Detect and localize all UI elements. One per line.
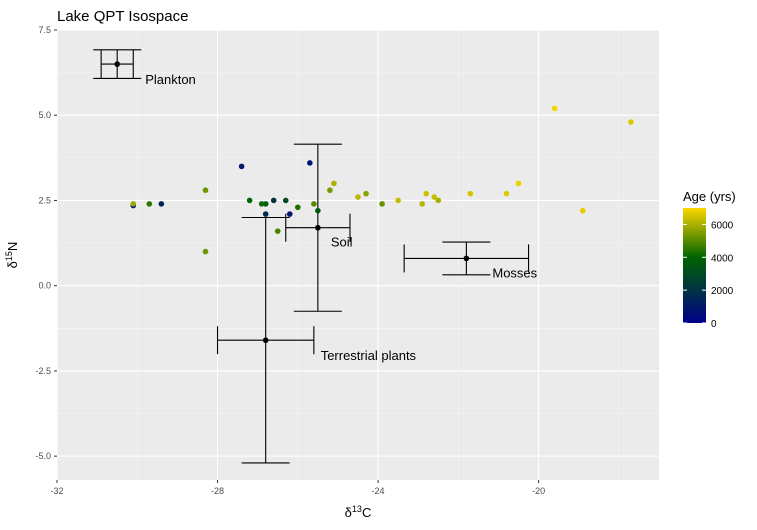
data-point (311, 201, 317, 207)
data-point (327, 187, 333, 194)
data-point (435, 197, 442, 204)
x-tick-label: -24 (372, 486, 385, 496)
data-point (363, 190, 369, 197)
data-point (379, 201, 385, 207)
source-mean-point (315, 224, 321, 231)
y-tick-label: 0.0 (38, 281, 51, 291)
x-tick-label: -32 (50, 486, 63, 496)
x-tick-label: -20 (532, 486, 545, 496)
y-tick-label: -2.5 (35, 366, 51, 376)
data-point (419, 201, 426, 207)
data-point (579, 207, 586, 214)
y-tick-label: 2.5 (38, 195, 51, 205)
y-tick-label: 5.0 (38, 110, 51, 120)
source-group: Soil (285, 143, 353, 312)
data-point (274, 228, 281, 234)
data-point (282, 197, 289, 204)
data-point (146, 201, 153, 207)
legend-title: Age (yrs) (683, 189, 736, 204)
x-axis-title: δ13C (345, 504, 372, 520)
source-label: Plankton (145, 72, 196, 87)
data-point (628, 119, 634, 125)
data-point (331, 180, 337, 187)
data-point (262, 211, 269, 217)
data-point (238, 163, 245, 170)
data-point (262, 201, 269, 207)
source-mean-point (262, 337, 269, 344)
data-point (423, 190, 430, 197)
data-point (431, 194, 438, 200)
source-mean-point (114, 61, 120, 67)
data-point (307, 160, 313, 166)
data-point (355, 194, 361, 200)
source-label: Soil (331, 235, 353, 250)
data-point (202, 187, 209, 194)
data-point (315, 207, 321, 214)
plot-panel (57, 30, 659, 480)
data-point (395, 197, 401, 204)
grid-lines (56, 29, 659, 480)
y-tick-label: -5.0 (35, 451, 51, 461)
data-point (551, 105, 558, 112)
y-axis-title-superscript: 15 (4, 251, 14, 261)
x-tick-label: -28 (211, 486, 224, 496)
data-point (295, 204, 301, 211)
data-point (467, 190, 474, 197)
data-point (503, 190, 510, 197)
data-point (202, 248, 209, 255)
data-point (270, 197, 277, 204)
y-tick-label: 7.5 (38, 25, 51, 35)
source-label: Mosses (492, 265, 537, 280)
chart-title: Lake QPT Isospace (57, 8, 188, 25)
source-error-bars: Plankton Soil Mosses Terrestrial plants (93, 49, 538, 464)
data-point (258, 201, 265, 207)
data-point (130, 201, 137, 207)
data-points (130, 105, 634, 255)
legend-colorbar (683, 208, 706, 323)
data-point (515, 180, 522, 187)
legend: Age (yrs) 0 2000 4000 6000 (683, 189, 736, 330)
data-point (158, 201, 165, 207)
legend-tick-label: 4000 (711, 253, 734, 264)
source-group: Terrestrial plants (216, 216, 417, 464)
x-axis-title-superscript: 13 (352, 504, 362, 514)
axes: -32 -28 -24 -20 7.5 5.0 2.5 0.0 -2.5 -5.0 (35, 25, 545, 496)
data-point (246, 197, 253, 204)
source-mean-point (463, 255, 470, 262)
source-group: Mosses (403, 241, 538, 280)
source-group: Plankton (93, 49, 196, 87)
legend-tick-label: 0 (711, 319, 717, 330)
legend-tick-label: 6000 (711, 220, 734, 231)
y-axis-title: δ15N (4, 242, 20, 269)
source-label: Terrestrial plants (321, 348, 417, 363)
legend-tick-label: 2000 (711, 286, 734, 297)
data-point (286, 211, 293, 217)
